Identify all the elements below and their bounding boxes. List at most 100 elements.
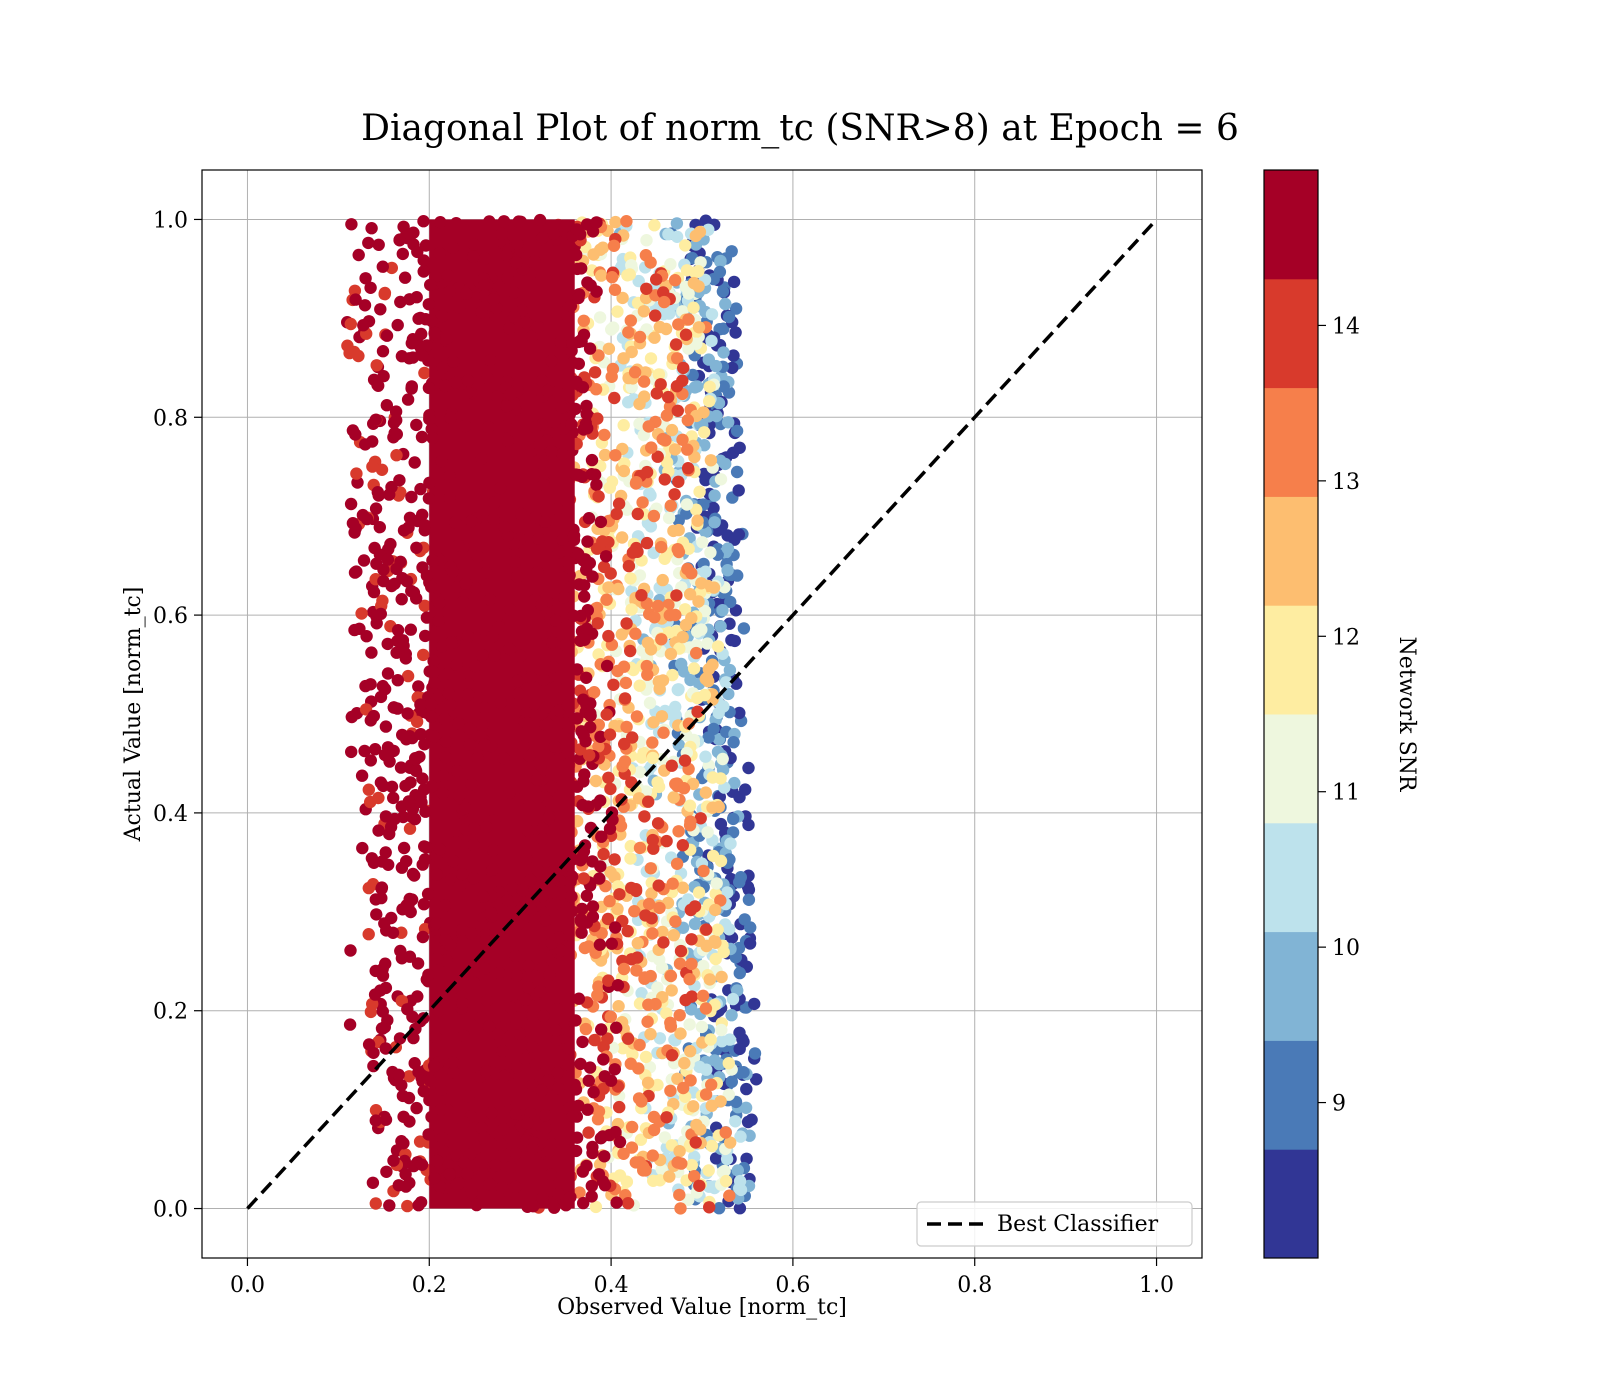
scatter-point	[580, 889, 594, 902]
scatter-point	[734, 1130, 747, 1143]
scatter-point	[539, 701, 553, 714]
scatter-point	[412, 680, 425, 693]
scatter-point	[720, 1152, 734, 1166]
scatter-point	[534, 879, 548, 892]
scatter-point	[625, 1141, 639, 1154]
colorbar: 9 10 11 12 13 14	[1263, 169, 1360, 1259]
scatter-point	[529, 421, 542, 434]
scatter-point	[436, 361, 450, 374]
scatter-point	[685, 957, 698, 971]
scatter-point	[486, 630, 499, 643]
scatter-point	[480, 1065, 493, 1078]
scatter-point	[741, 1115, 755, 1129]
scatter-point	[722, 416, 735, 429]
scatter-point	[366, 997, 379, 1011]
scatter-point	[577, 314, 590, 327]
scatter-point	[638, 810, 651, 823]
scatter-point	[419, 629, 432, 643]
scatter-point	[655, 540, 668, 554]
scatter-point	[422, 492, 436, 505]
scatter-point	[498, 1069, 511, 1083]
scatter-point	[582, 512, 596, 525]
scatter-point	[574, 1057, 587, 1071]
scatter-point	[684, 903, 697, 917]
scatter-point	[644, 352, 658, 365]
x-tick-label: 1.0	[1139, 1273, 1174, 1298]
scatter-point	[479, 566, 493, 579]
scatter-point	[427, 654, 440, 668]
scatter-point	[438, 933, 452, 946]
scatter-point	[394, 295, 407, 309]
scatter-point	[644, 643, 658, 656]
scatter-point	[612, 1000, 625, 1013]
scatter-point	[369, 1197, 382, 1210]
scatter-point	[425, 780, 438, 793]
scatter-point	[349, 522, 362, 535]
scatter-point	[430, 952, 444, 965]
scatter-point	[636, 496, 649, 509]
scatter-point	[456, 997, 469, 1010]
scatter-point	[524, 1107, 537, 1120]
scatter-point	[436, 640, 449, 653]
scatter-point	[740, 1152, 753, 1166]
scatter-point	[714, 817, 728, 831]
scatter-point	[374, 303, 387, 316]
scatter-point	[594, 515, 608, 529]
scatter-point	[433, 596, 446, 610]
scatter-point	[677, 782, 691, 795]
scatter-point	[696, 536, 709, 549]
scatter-point	[727, 812, 740, 826]
scatter-point	[352, 248, 365, 262]
scatter-point	[544, 1168, 558, 1181]
scatter-point	[671, 404, 684, 417]
scatter-point	[541, 717, 554, 731]
scatter-point	[478, 279, 491, 292]
scatter-point	[645, 441, 658, 454]
scatter-point	[714, 894, 727, 907]
scatter-point	[522, 981, 535, 994]
scatter-point	[602, 581, 615, 594]
scatter-point	[509, 949, 522, 963]
scatter-point	[716, 604, 729, 617]
scatter-point	[551, 502, 564, 516]
scatter-point	[449, 835, 463, 849]
scatter-point	[651, 1078, 664, 1092]
scatter-point	[577, 328, 591, 341]
scatter-point	[569, 1083, 583, 1096]
scatter-point	[646, 751, 659, 765]
scatter-point	[514, 507, 528, 521]
scatter-point	[400, 575, 414, 588]
scatter-point	[510, 1017, 523, 1030]
scatter-point	[375, 463, 389, 476]
scatter-point	[537, 673, 550, 687]
scatter-point	[500, 400, 513, 413]
scatter-point	[415, 430, 429, 444]
colorbar-tick-label: 10	[1332, 936, 1360, 961]
scatter-point	[434, 216, 447, 229]
scatter-point	[393, 234, 406, 247]
scatter-point	[381, 667, 395, 680]
scatter-point	[384, 820, 398, 834]
scatter-point	[605, 271, 619, 284]
scatter-point	[598, 448, 612, 462]
scatter-point	[717, 380, 730, 393]
scatter-point	[460, 287, 473, 300]
scatter-point	[390, 428, 403, 441]
scatter-point	[662, 390, 675, 404]
scatter-point	[626, 546, 640, 559]
scatter-point	[417, 1085, 430, 1098]
scatter-point	[667, 524, 680, 538]
scatter-point	[491, 390, 504, 403]
scatter-point	[646, 736, 659, 749]
scatter-point	[556, 533, 569, 546]
scatter-point	[680, 264, 694, 277]
scatter-point	[410, 715, 424, 728]
scatter-point	[397, 1110, 410, 1124]
scatter-point	[624, 572, 637, 585]
scatter-point	[420, 569, 434, 582]
scatter-point	[693, 1179, 706, 1193]
scatter-point	[417, 898, 431, 911]
scatter-point	[546, 636, 559, 649]
colorbar-segment	[1264, 931, 1318, 1041]
